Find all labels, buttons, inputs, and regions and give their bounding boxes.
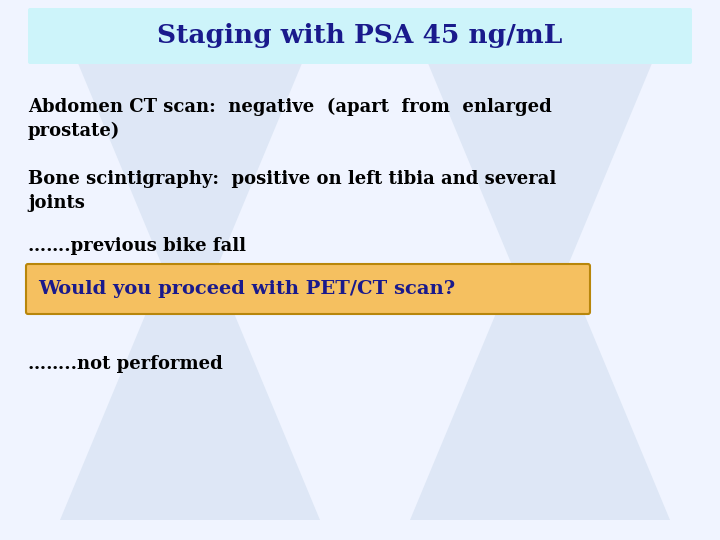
Text: Staging with PSA 45 ng/mL: Staging with PSA 45 ng/mL: [157, 24, 563, 49]
Text: ……..not performed: ……..not performed: [28, 355, 222, 373]
FancyBboxPatch shape: [28, 8, 692, 64]
Text: Abdomen CT scan:  negative  (apart  from  enlarged: Abdomen CT scan: negative (apart from en…: [28, 98, 552, 116]
Text: Bone scintigraphy:  positive on left tibia and several: Bone scintigraphy: positive on left tibi…: [28, 170, 557, 188]
Text: joints: joints: [28, 194, 85, 212]
Text: prostate): prostate): [28, 122, 120, 140]
Text: …….previous bike fall: …….previous bike fall: [28, 237, 246, 255]
FancyBboxPatch shape: [26, 264, 590, 314]
Polygon shape: [60, 20, 320, 520]
Polygon shape: [410, 20, 670, 520]
Text: Would you proceed with PET/CT scan?: Would you proceed with PET/CT scan?: [38, 280, 455, 298]
